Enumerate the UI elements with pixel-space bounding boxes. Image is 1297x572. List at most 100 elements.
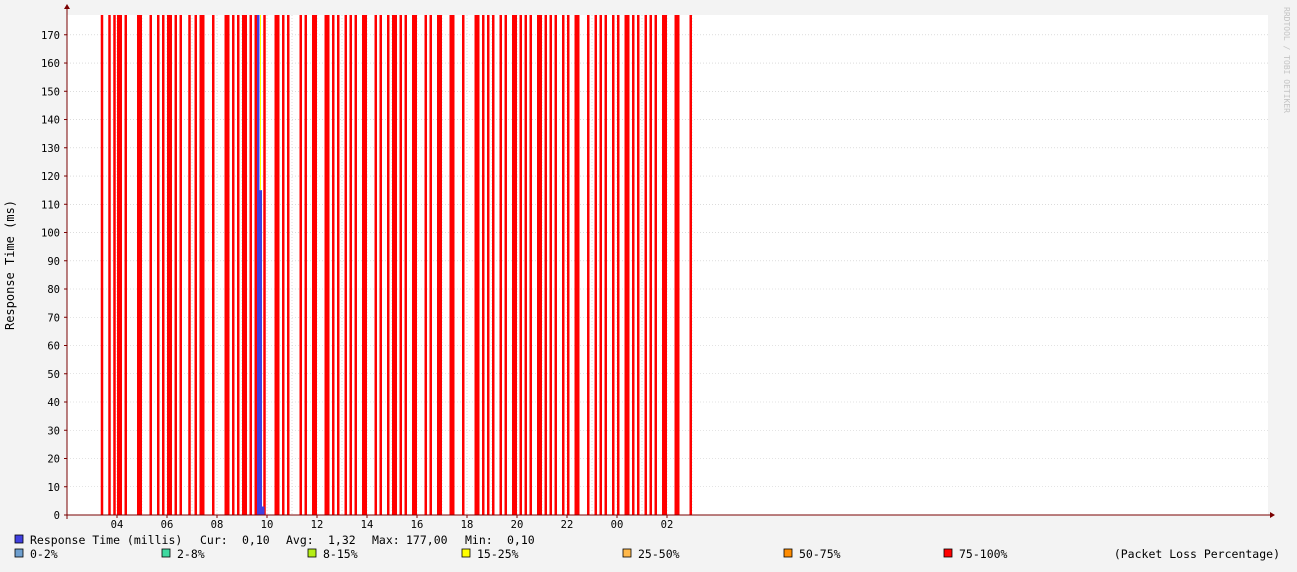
loss-75-100-bar (562, 15, 565, 515)
y-tick-label: 140 (41, 115, 60, 127)
loss-75-100-bar (599, 15, 602, 515)
legend-cur-value: 0,10 (242, 533, 270, 547)
loss-75-100-bar (404, 15, 407, 515)
legend-swatch-loss (461, 548, 471, 558)
loss-75-100-bar (604, 15, 607, 515)
y-tick-label: 0 (54, 510, 60, 522)
loss-75-100-bar (492, 15, 495, 515)
y-tick-label: 110 (41, 199, 60, 211)
legend-swatch-loss (14, 548, 24, 558)
loss-75-100-bar (332, 15, 335, 515)
loss-75-100-bar (644, 15, 647, 515)
loss-75-100-bar (637, 15, 640, 515)
loss-75-100-bar (554, 15, 557, 515)
loss-75-100-bar (537, 15, 542, 515)
loss-75-100-bar (462, 15, 465, 515)
x-tick-label: 16 (411, 519, 424, 531)
loss-75-100-bar (174, 15, 177, 515)
loss-75-100-bar (113, 15, 116, 515)
loss-75-100-bar (649, 15, 652, 515)
loss-15-25-bar (260, 15, 261, 191)
loss-75-100-bar (482, 15, 485, 515)
loss-75-100-bar (162, 15, 165, 515)
loss-75-100-bar (199, 15, 205, 515)
response-time-bar (262, 506, 265, 515)
legend-swatch-loss (622, 548, 632, 558)
loss-75-100-bar (263, 15, 266, 515)
loss-75-100-bar (674, 15, 680, 515)
legend-loss-label: 2-8% (177, 547, 205, 561)
loss-75-100-bar (379, 15, 382, 515)
loss-75-100-bar (287, 15, 290, 515)
y-tick-label: 50 (47, 369, 60, 381)
loss-75-100-bar (574, 15, 580, 515)
x-tick-label: 12 (311, 519, 324, 531)
legend-loss-label: 50-75% (799, 547, 841, 561)
legend-max-value: 177,00 (406, 533, 448, 547)
response-time-bar (259, 190, 262, 515)
loss-75-100-bar (424, 15, 427, 515)
legend-swatch-loss (161, 548, 171, 558)
loss-75-100-bar (179, 15, 182, 515)
loss-75-100-bar (689, 15, 692, 515)
loss-75-100-bar (354, 15, 357, 515)
loss-75-100-bar (282, 15, 285, 515)
loss-75-100-bar (304, 15, 307, 515)
loss-75-100-bar (529, 15, 532, 515)
y-tick-label: 150 (41, 86, 60, 98)
loss-75-100-bar (362, 15, 367, 515)
y-tick-label: 90 (47, 256, 60, 268)
loss-75-100-bar (474, 15, 480, 515)
plot-area (67, 15, 1268, 515)
loss-75-100-bar (499, 15, 502, 515)
loss-75-100-bar (100, 15, 104, 515)
loss-75-100-bar (254, 15, 257, 515)
loss-75-100-bar (392, 15, 397, 515)
loss-75-100-bar (232, 15, 235, 515)
legend-loss-label: 0-2% (30, 547, 58, 561)
loss-75-100-bar (449, 15, 455, 515)
loss-75-100-bar (249, 15, 252, 515)
loss-75-100-bar (167, 15, 172, 515)
x-tick-label: 00 (611, 519, 624, 531)
x-tick-label: 10 (261, 519, 274, 531)
x-tick-label: 04 (111, 519, 124, 531)
legend-cur-label: Cur: (200, 533, 228, 547)
legend-loss-label: 8-15% (323, 547, 358, 561)
legend-loss-label: 25-50% (638, 547, 680, 561)
loss-75-100-bar (567, 15, 570, 515)
legend-min-label: Min: (465, 533, 493, 547)
loss-75-100-bar (662, 15, 667, 515)
loss-75-100-bar (399, 15, 402, 515)
loss-75-100-bar (654, 15, 657, 515)
loss-75-100-bar (344, 15, 347, 515)
legend-response-time-label: Response Time (millis) (30, 533, 182, 547)
loss-75-100-bar (212, 15, 215, 515)
loss-75-100-bar (504, 15, 507, 515)
legend-loss-label: 15-25% (477, 547, 519, 561)
x-tick-label: 06 (161, 519, 174, 531)
x-tick-label: 18 (461, 519, 474, 531)
legend-avg-label: Avg: (286, 533, 314, 547)
legend: Response Time (millis) Cur: 0,10 Avg: 1,32 Ma… (14, 533, 1280, 561)
loss-75-100-bar (312, 15, 317, 515)
bars-layer (100, 15, 692, 515)
loss-75-100-bar (108, 15, 111, 515)
loss-75-100-bar (512, 15, 517, 515)
legend-swatch-loss (307, 548, 317, 558)
legend-swatch-loss (943, 548, 953, 558)
loss-75-100-bar (412, 15, 417, 515)
watermark: RRDTOOL / TOBI OETIKER (1282, 7, 1291, 113)
y-tick-label: 40 (47, 397, 60, 409)
loss-75-100-bar (242, 15, 247, 515)
loss-75-100-bar (632, 15, 635, 515)
loss-75-100-bar (157, 15, 160, 515)
y-tick-label: 160 (41, 58, 60, 70)
legend-swatch-loss (783, 548, 793, 558)
loss-75-100-bar (188, 15, 191, 515)
x-tick-label: 20 (511, 519, 524, 531)
loss-75-100-bar (274, 15, 280, 515)
legend-min-value: 0,10 (507, 533, 535, 547)
